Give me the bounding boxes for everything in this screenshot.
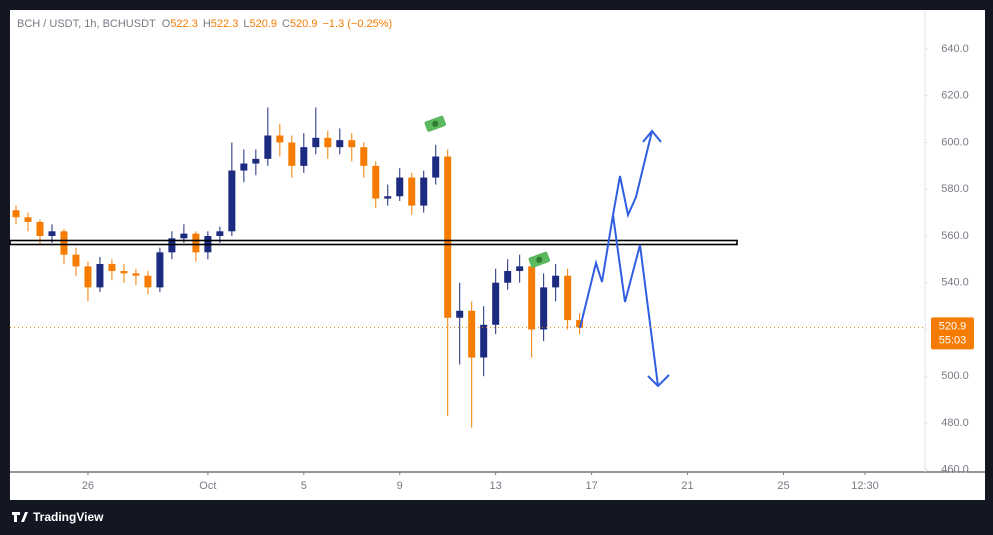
ohlc-letter: L xyxy=(243,18,249,30)
legend-header: BCH / USDT, 1h, BCHUSDT O 522.3 H 522.3 L 520… xyxy=(17,18,392,30)
brand-name: TradingView xyxy=(33,510,104,524)
candle-body xyxy=(120,271,128,274)
candle-body xyxy=(288,142,296,166)
candle-body xyxy=(264,135,272,159)
ohlc-value: 522.3 xyxy=(170,18,198,30)
candle-body xyxy=(528,266,536,330)
candle-body xyxy=(240,163,248,171)
candle-body xyxy=(540,287,548,330)
y-tick-label: 460.0 xyxy=(941,464,969,476)
x-tick-label: 9 xyxy=(397,480,403,492)
ohlc-value: 522.3 xyxy=(211,18,239,30)
candle-body xyxy=(456,310,464,318)
candle-body xyxy=(564,275,572,321)
candle-body xyxy=(192,233,200,253)
x-tick-label: 21 xyxy=(681,480,693,492)
symbol: BCH / USDT, 1h, BCHUSDT xyxy=(17,18,156,30)
y-tick-label: 640.0 xyxy=(941,43,969,55)
projection-down-arrow xyxy=(647,374,670,388)
candle-body xyxy=(576,320,584,328)
money-icon xyxy=(528,251,550,268)
y-tick-label: 620.0 xyxy=(941,90,969,102)
candle-body xyxy=(348,140,356,148)
candle-body xyxy=(216,231,224,236)
candle-body xyxy=(312,137,320,148)
candle-body xyxy=(360,147,368,166)
projection-up xyxy=(579,130,653,329)
candle-body xyxy=(480,324,488,358)
candle-body xyxy=(228,170,236,232)
candle-body xyxy=(324,137,332,148)
chart-background xyxy=(10,10,985,500)
ohlc-value: 520.9 xyxy=(249,18,277,30)
change: −1.3 (−0.25%) xyxy=(322,18,392,30)
money-icon xyxy=(424,115,446,132)
candle-body xyxy=(384,196,392,199)
x-tick-label: 5 xyxy=(301,480,307,492)
support-level xyxy=(9,239,738,246)
candle-body xyxy=(96,264,104,288)
countdown: 55:03 xyxy=(939,334,967,346)
candle-body xyxy=(372,165,380,199)
candle-body xyxy=(48,231,56,236)
last-price-label: 520.9 xyxy=(939,320,967,332)
candle-body xyxy=(492,282,500,325)
candle-body xyxy=(444,156,452,318)
candle-body xyxy=(72,254,80,267)
y-tick-label: 540.0 xyxy=(941,277,969,289)
candle-body xyxy=(276,135,284,143)
candle-body xyxy=(60,231,68,255)
candle-body xyxy=(336,140,344,148)
x-tick-label: 12:30 xyxy=(851,480,879,492)
candle-body xyxy=(468,310,476,358)
candle-body xyxy=(132,273,140,276)
last-price-box xyxy=(931,317,974,350)
x-tick-label: 17 xyxy=(585,480,597,492)
candle-body xyxy=(252,158,260,164)
candle-body xyxy=(108,264,116,272)
ohlc-letter: O xyxy=(162,18,171,30)
y-tick-label: 580.0 xyxy=(941,183,969,195)
y-tick-label: 480.0 xyxy=(941,417,969,429)
candle-body xyxy=(396,177,404,197)
candle-body xyxy=(36,221,44,236)
candle-body xyxy=(12,210,20,218)
x-tick-label: 26 xyxy=(82,480,94,492)
candle-body xyxy=(504,271,512,283)
candle-body xyxy=(432,156,440,178)
x-tick-label: 25 xyxy=(777,480,789,492)
ohlc-value: 520.9 xyxy=(290,18,318,30)
candle-body xyxy=(408,177,416,206)
x-tick-label: 13 xyxy=(490,480,502,492)
candle-body xyxy=(300,147,308,166)
y-tick-label: 560.0 xyxy=(941,230,969,242)
candle-body xyxy=(84,266,92,288)
ohlc-letter: C xyxy=(282,18,290,30)
candle-body xyxy=(516,266,524,272)
ohlc-letter: H xyxy=(203,18,211,30)
brand: TradingView xyxy=(12,510,104,524)
candle-body xyxy=(24,217,32,222)
candle-body xyxy=(420,177,428,206)
y-tick-label: 600.0 xyxy=(941,136,969,148)
candle-body xyxy=(168,238,176,253)
candle-body xyxy=(180,233,188,239)
projection-down xyxy=(612,214,659,387)
candle-body xyxy=(156,252,164,288)
candle-body xyxy=(144,275,152,288)
candle-body xyxy=(552,275,560,288)
y-tick-label: 500.0 xyxy=(941,370,969,382)
projection-up-arrow xyxy=(642,129,662,143)
x-tick-label: Oct xyxy=(199,480,216,492)
